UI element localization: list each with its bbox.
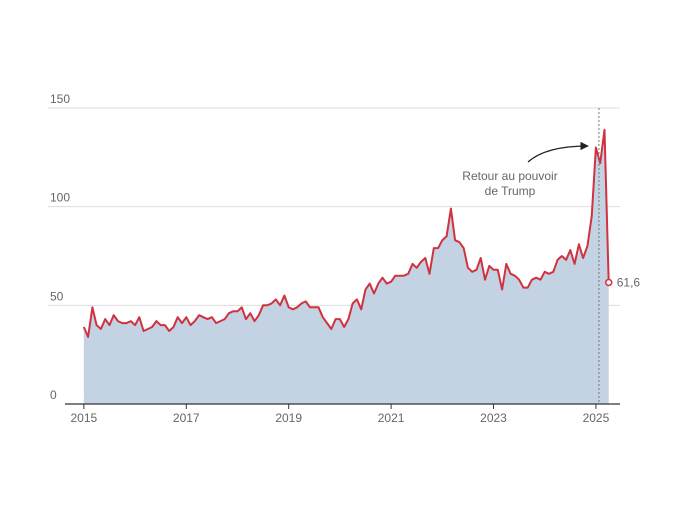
end-label: 61,6 bbox=[617, 275, 641, 289]
x-tick-label: 2015 bbox=[70, 411, 97, 425]
annotation-text: Retour au pouvoir bbox=[462, 169, 557, 183]
y-tick-label: 150 bbox=[50, 92, 70, 106]
annotation-arrow bbox=[527, 141, 589, 163]
x-tick-label: 2025 bbox=[583, 411, 610, 425]
x-tick-label: 2021 bbox=[378, 411, 405, 425]
y-tick-label: 100 bbox=[50, 191, 70, 205]
area bbox=[83, 129, 609, 404]
x-tick-label: 2023 bbox=[480, 411, 507, 425]
annotation-text: de Trump bbox=[485, 184, 536, 198]
x-tick-label: 2017 bbox=[173, 411, 200, 425]
end-marker bbox=[604, 278, 613, 287]
line bbox=[82, 128, 610, 338]
y-tick-label: 0 bbox=[50, 388, 57, 402]
x-tick-label: 2019 bbox=[275, 411, 302, 425]
y-tick-label: 50 bbox=[50, 289, 64, 303]
